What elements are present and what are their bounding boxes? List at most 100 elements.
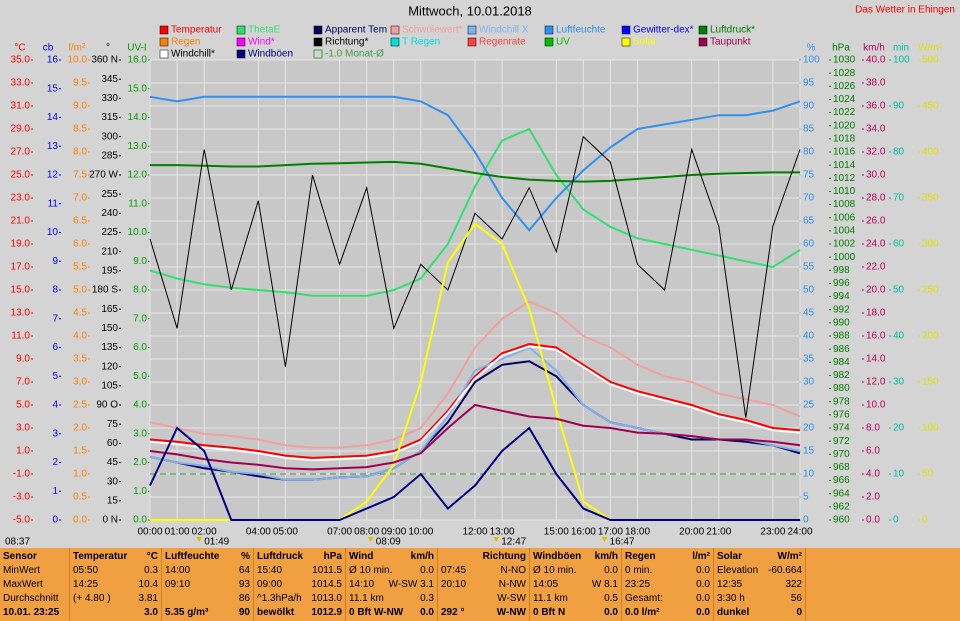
table-cell: 0.0 — [604, 565, 618, 576]
table-row: Ø 10 min. 0.0 — [533, 564, 618, 578]
y-tick-label: 330 — [101, 93, 118, 104]
table-row: 11.1 km 0.3 — [349, 592, 434, 606]
annotation: 12:47 — [501, 537, 526, 548]
y-tick-label: 27.0 — [11, 147, 31, 158]
y-tick-label: 0 — [922, 515, 928, 526]
legend-swatch — [236, 49, 246, 59]
table-cell: (+ 4.80 ) — [73, 593, 111, 604]
y-tick-label: 6 — [52, 342, 58, 353]
legend-label: Regen — [171, 37, 200, 48]
y-tick-label: 40 — [893, 331, 905, 342]
x-tick-label: 18:00 — [625, 527, 650, 538]
y-tick-label: 75 — [803, 170, 815, 181]
table-cell: 86 — [238, 593, 250, 604]
table-cell: W-SW 3.1 — [388, 579, 434, 590]
y-tick-label: 2 — [52, 457, 58, 468]
table-row: 14:25 10.4 — [73, 578, 158, 592]
y-tick-label: 4.5 — [73, 308, 87, 319]
axis-title: min — [893, 43, 909, 54]
y-tick-label: 962 — [833, 501, 850, 512]
y-tick-label: 24.0 — [866, 239, 886, 250]
y-tick-label: 1014 — [833, 160, 856, 171]
y-tick-label: 60 — [803, 239, 815, 250]
table-section: Regen l/m² 0 min. 0.0 23:25 0.0 Gesamt: 0.0 0.0 … — [622, 548, 714, 621]
table-row: 23:25 0.0 — [625, 578, 710, 592]
table-cell: MinWert — [3, 565, 41, 576]
table-row: Luftdruck hPa — [257, 550, 342, 564]
table-row: Temperatur °C — [73, 550, 158, 564]
table-cell: 1011.5 — [312, 565, 342, 576]
table-row: W-SW — [441, 592, 526, 606]
y-tick-label: 450 — [922, 101, 939, 112]
y-tick-label: 986 — [833, 344, 850, 355]
table-section: Luftfeuchte% 14:00 64 09:10 93 86 5.35 g/m³ 90 — [162, 548, 254, 621]
legend-swatch — [159, 25, 169, 35]
y-tick-label: 0.0 — [133, 515, 147, 526]
table-cell: Sensor — [3, 551, 37, 562]
legend-label: ThetaE — [248, 25, 281, 36]
table-row: Windböen km/h — [533, 550, 618, 564]
table-cell: Ø 10 min. — [349, 565, 393, 576]
y-tick-label: 20.0 — [866, 285, 886, 296]
legend-swatch — [313, 37, 323, 47]
axis-title: l/m² — [69, 43, 86, 54]
series-line — [149, 342, 801, 459]
y-tick-label: 23.0 — [11, 193, 31, 204]
x-tick-label: 21:00 — [706, 527, 731, 538]
y-tick-label: 996 — [833, 278, 850, 289]
site-name: Das Wetter in Ehingen — [855, 5, 955, 16]
table-cell: 3:30 h — [717, 593, 745, 604]
legend-label: Apparent Tem — [325, 25, 387, 36]
table-row: Solar W/m² — [717, 550, 802, 564]
y-tick-label: 50 — [922, 469, 934, 480]
series-line — [149, 403, 801, 471]
x-tick-label: 05:00 — [273, 527, 298, 538]
y-tick-label: 45 — [107, 457, 119, 468]
y-tick-label: 90 — [803, 101, 815, 112]
y-tick-label: 105 — [101, 380, 118, 391]
y-tick-label: 360 N — [91, 55, 118, 66]
y-tick-label: 100 — [893, 55, 910, 66]
axis-title: UV-I — [127, 43, 146, 54]
y-tick-label: 16 — [47, 55, 59, 66]
table-row: 05:50 0.3 — [73, 564, 158, 578]
y-tick-label: 345 — [101, 74, 118, 85]
axis-title: % — [807, 43, 816, 54]
table-cell: N-NO — [500, 565, 526, 576]
legend-swatch — [544, 25, 554, 35]
y-tick-label: 6.0 — [73, 239, 87, 250]
y-tick-label: 75 — [107, 419, 119, 430]
y-tick-label: 10.0 — [866, 400, 886, 411]
legend-swatch — [313, 25, 323, 35]
y-tick-label: 36.0 — [866, 101, 886, 112]
y-tick-label: 16.0 — [128, 55, 148, 66]
y-tick-label: 10.0 — [68, 55, 88, 66]
table-cell: l/m² — [692, 551, 710, 562]
legend-swatch — [236, 37, 246, 47]
y-tick-label: 13 — [47, 141, 59, 152]
y-tick-label: 0 — [803, 515, 809, 526]
y-tick-label: 1010 — [833, 186, 856, 197]
table-section: Windböen km/h Ø 10 min. 0.0 14:05 W 8.1 11.1 k… — [530, 548, 622, 621]
table-cell: 0.0 l/m² — [625, 607, 660, 618]
table-cell: MaxWert — [3, 579, 43, 590]
table-row: 09:10 93 — [165, 578, 250, 592]
y-tick-label: 3.0 — [133, 428, 147, 439]
table-cell: dunkel — [717, 607, 750, 618]
y-tick-label: 15 — [803, 446, 815, 457]
chart: Mittwoch, 10.01.2018 Das Wetter in Ehing… — [5, 3, 955, 548]
y-tick-label: 1006 — [833, 212, 856, 223]
y-tick-label: 1.0 — [133, 486, 147, 497]
y-tick-label: 45 — [803, 308, 815, 319]
table-cell: 3.0 — [144, 607, 158, 618]
y-tick-label: 195 — [101, 265, 118, 276]
y-tick-label: 1030 — [833, 55, 856, 66]
y-tick-label: 984 — [833, 357, 850, 368]
y-tick-label: 0 N — [102, 515, 118, 526]
y-tick-label: 2.0 — [866, 492, 880, 503]
y-tick-label: 992 — [833, 304, 850, 315]
y-tick-label: 1002 — [833, 239, 856, 250]
table-cell: 05:50 — [73, 565, 99, 576]
legend-label: Temperatur — [171, 25, 222, 36]
y-tick-label: 13.0 — [128, 141, 148, 152]
